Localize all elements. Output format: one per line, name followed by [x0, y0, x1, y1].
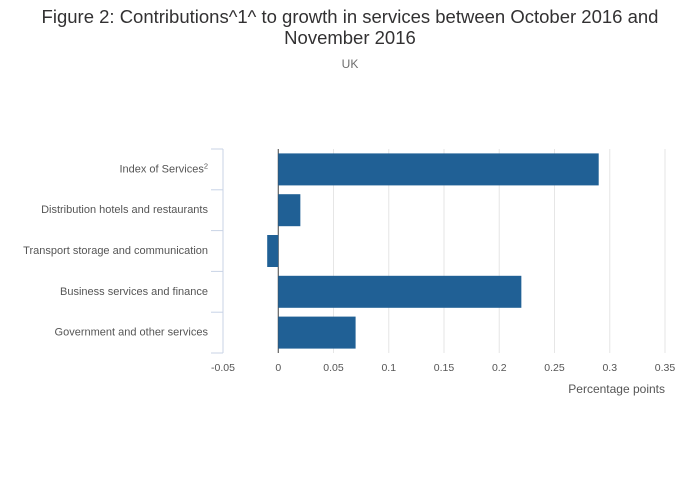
category-label: Index of Services2	[119, 161, 208, 176]
x-tick-label: 0.3	[602, 362, 617, 374]
x-tick-label: 0.1	[381, 362, 396, 374]
category-label: Government and other services	[55, 327, 209, 339]
category-label: Business services and finance	[60, 286, 208, 298]
x-tick-label: 0.25	[544, 362, 565, 374]
bar-2[interactable]	[267, 235, 279, 267]
x-tick-labels: -0.05 0 0.05 0.1 0.15 0.2 0.25 0.3 0.35	[211, 362, 675, 374]
x-axis-title: Percentage points	[568, 382, 665, 396]
bar-1[interactable]	[278, 194, 301, 227]
category-labels: Index of Services2 Distribution hotels an…	[23, 161, 208, 339]
x-tick-label: 0	[275, 362, 281, 374]
x-tick-label: 0.15	[434, 362, 455, 374]
x-tick-label: 0.05	[323, 362, 344, 374]
category-superscript: 2	[204, 161, 208, 170]
chart-title: Figure 2: Contributions^1^ to growth in …	[41, 6, 659, 48]
chart-subtitle: UK	[341, 57, 359, 71]
x-tick-label: 0.2	[492, 362, 507, 374]
category-label: Distribution hotels and restaurants	[41, 204, 208, 216]
bar-3[interactable]	[278, 275, 522, 308]
y-axis	[211, 148, 224, 354]
bar-4[interactable]	[278, 316, 356, 349]
x-tick-label: -0.05	[211, 362, 235, 374]
bars	[267, 153, 599, 349]
category-label: Transport storage and communication	[23, 245, 208, 257]
bar-0[interactable]	[278, 153, 599, 186]
x-tick-label: 0.35	[655, 362, 676, 374]
